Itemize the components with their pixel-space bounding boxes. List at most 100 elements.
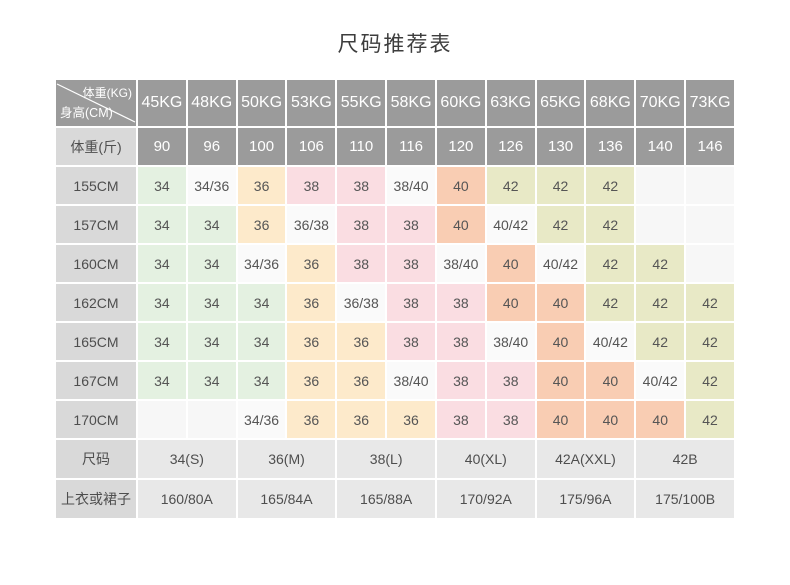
size-cell: 42 xyxy=(486,167,535,204)
size-cell: 38 xyxy=(486,362,535,399)
size-cell: 34/36 xyxy=(237,245,286,282)
size-cell: 34 xyxy=(187,323,236,360)
weight-jin-value-cell: 136 xyxy=(586,128,635,165)
height-label-cell: 165CM xyxy=(56,323,136,360)
height-row: 170CM 34/36 36 36 36 38 38 40 40 40 42 xyxy=(56,401,734,438)
garment-spec-cell: 160/80A xyxy=(138,480,236,518)
size-cell: 36 xyxy=(237,206,286,243)
size-cell: 40 xyxy=(536,362,585,399)
weight-kg-header-cell: 70KG xyxy=(636,80,685,126)
weight-kg-header-cell: 58KG xyxy=(387,80,435,126)
garment-spec-row: 上衣或裙子 160/80A 165/84A 165/88A 170/92A 175/96A… xyxy=(56,480,734,518)
size-cell: 34 xyxy=(187,206,236,243)
size-cell: 42 xyxy=(686,362,734,399)
weight-kg-header-row: 体重(KG) 身高(CM) 45KG 48KG 50KG 53KG 55KG 58KG 60… xyxy=(56,80,734,126)
size-code-row: 尺码 34(S) 36(M) 38(L) 40(XL) 42A(XXL) 42B xyxy=(56,440,734,478)
weight-jin-value-cell: 120 xyxy=(436,128,485,165)
page-title: 尺码推荐表 xyxy=(337,33,453,56)
size-cell: 38/40 xyxy=(486,323,535,360)
size-cell: 42 xyxy=(586,206,635,243)
size-cell: 38 xyxy=(387,284,435,321)
height-label-cell: 160CM xyxy=(56,245,136,282)
weight-kg-header-cell: 65KG xyxy=(536,80,585,126)
size-cell: 42 xyxy=(586,284,635,321)
size-cell: 40/42 xyxy=(486,206,535,243)
size-cell: 38 xyxy=(486,401,535,438)
size-cell: 34 xyxy=(138,284,186,321)
size-cell: 40 xyxy=(436,206,485,243)
size-cell: 36 xyxy=(287,284,336,321)
size-cell: 42 xyxy=(636,284,685,321)
weight-jin-label-cell: 体重(斤) xyxy=(56,128,136,165)
size-cell: 40 xyxy=(536,284,585,321)
size-cell: 38 xyxy=(387,206,435,243)
height-label-cell: 162CM xyxy=(56,284,136,321)
size-cell: 38 xyxy=(337,245,386,282)
size-code-cell: 42B xyxy=(636,440,734,478)
empty-cell xyxy=(636,167,685,204)
size-code-cell: 36(M) xyxy=(237,440,336,478)
weight-jin-header-row: 体重(斤) 90 96 100 106 110 116 120 126 130 136 140 146 xyxy=(56,128,734,165)
weight-kg-header-cell: 73KG xyxy=(686,80,734,126)
height-row: 162CM 34 34 34 36 36/38 38 38 40 40 42 42 42 xyxy=(56,284,734,321)
size-cell: 42 xyxy=(636,323,685,360)
weight-kg-header-cell: 50KG xyxy=(237,80,286,126)
corner-header-cell: 体重(KG) 身高(CM) xyxy=(56,80,136,126)
weight-jin-value-cell: 106 xyxy=(287,128,336,165)
size-cell: 34 xyxy=(187,362,236,399)
size-cell: 38/40 xyxy=(387,362,435,399)
height-row: 157CM 34 34 36 36/38 38 38 40 40/42 42 42 xyxy=(56,206,734,243)
size-cell: 36 xyxy=(237,167,286,204)
size-cell: 34 xyxy=(237,323,286,360)
size-cell: 34 xyxy=(237,284,286,321)
weight-kg-header-cell: 60KG xyxy=(436,80,485,126)
size-cell: 36/38 xyxy=(287,206,336,243)
size-cell: 38 xyxy=(436,284,485,321)
size-cell: 38 xyxy=(387,245,435,282)
size-cell: 40 xyxy=(436,167,485,204)
weight-jin-value-cell: 146 xyxy=(686,128,734,165)
size-cell: 34 xyxy=(138,362,186,399)
weight-jin-value-cell: 90 xyxy=(138,128,186,165)
size-cell: 40 xyxy=(536,401,585,438)
size-cell: 36 xyxy=(287,245,336,282)
size-cell: 34 xyxy=(138,323,186,360)
size-cell: 36 xyxy=(287,362,336,399)
weight-jin-value-cell: 110 xyxy=(337,128,386,165)
weight-jin-value-cell: 100 xyxy=(237,128,286,165)
size-cell: 40 xyxy=(536,323,585,360)
empty-cell xyxy=(686,206,734,243)
size-cell: 36 xyxy=(337,362,386,399)
size-cell: 38/40 xyxy=(436,245,485,282)
size-cell: 40 xyxy=(636,401,685,438)
size-cell: 40/42 xyxy=(636,362,685,399)
height-label-cell: 170CM xyxy=(56,401,136,438)
size-code-cell: 38(L) xyxy=(337,440,435,478)
size-cell: 42 xyxy=(536,206,585,243)
size-cell: 36 xyxy=(337,323,386,360)
weight-kg-header-cell: 55KG xyxy=(337,80,386,126)
size-cell: 34 xyxy=(138,245,186,282)
size-cell: 34 xyxy=(138,167,186,204)
weight-kg-header-cell: 45KG xyxy=(138,80,186,126)
garment-spec-label-cell: 上衣或裙子 xyxy=(56,480,136,518)
size-cell: 34 xyxy=(138,206,186,243)
diagonal-divider-line xyxy=(56,83,136,123)
size-cell: 38 xyxy=(337,206,386,243)
size-cell: 40/42 xyxy=(536,245,585,282)
size-cell: 34 xyxy=(187,245,236,282)
height-label-cell: 157CM xyxy=(56,206,136,243)
weight-jin-value-cell: 130 xyxy=(536,128,585,165)
size-cell: 42 xyxy=(686,284,734,321)
weight-jin-value-cell: 126 xyxy=(486,128,535,165)
height-row: 165CM 34 34 34 36 36 38 38 38/40 40 40/42 42 42 xyxy=(56,323,734,360)
size-cell: 36 xyxy=(287,323,336,360)
size-cell: 40 xyxy=(486,245,535,282)
height-row: 155CM 34 34/36 36 38 38 38/40 40 42 42 42 xyxy=(56,167,734,204)
weight-jin-value-cell: 116 xyxy=(387,128,435,165)
corner-weight-kg-label: 体重(KG) xyxy=(82,86,132,100)
size-cell: 42 xyxy=(636,245,685,282)
garment-spec-cell: 165/84A xyxy=(237,480,336,518)
size-code-cell: 42A(XXL) xyxy=(536,440,635,478)
